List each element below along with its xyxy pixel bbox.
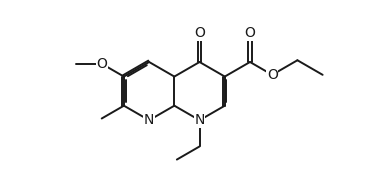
Text: N: N	[144, 113, 154, 127]
Text: O: O	[96, 57, 107, 71]
Text: O: O	[267, 68, 278, 82]
Text: N: N	[194, 113, 205, 127]
Text: O: O	[244, 26, 255, 41]
Text: O: O	[194, 26, 205, 41]
